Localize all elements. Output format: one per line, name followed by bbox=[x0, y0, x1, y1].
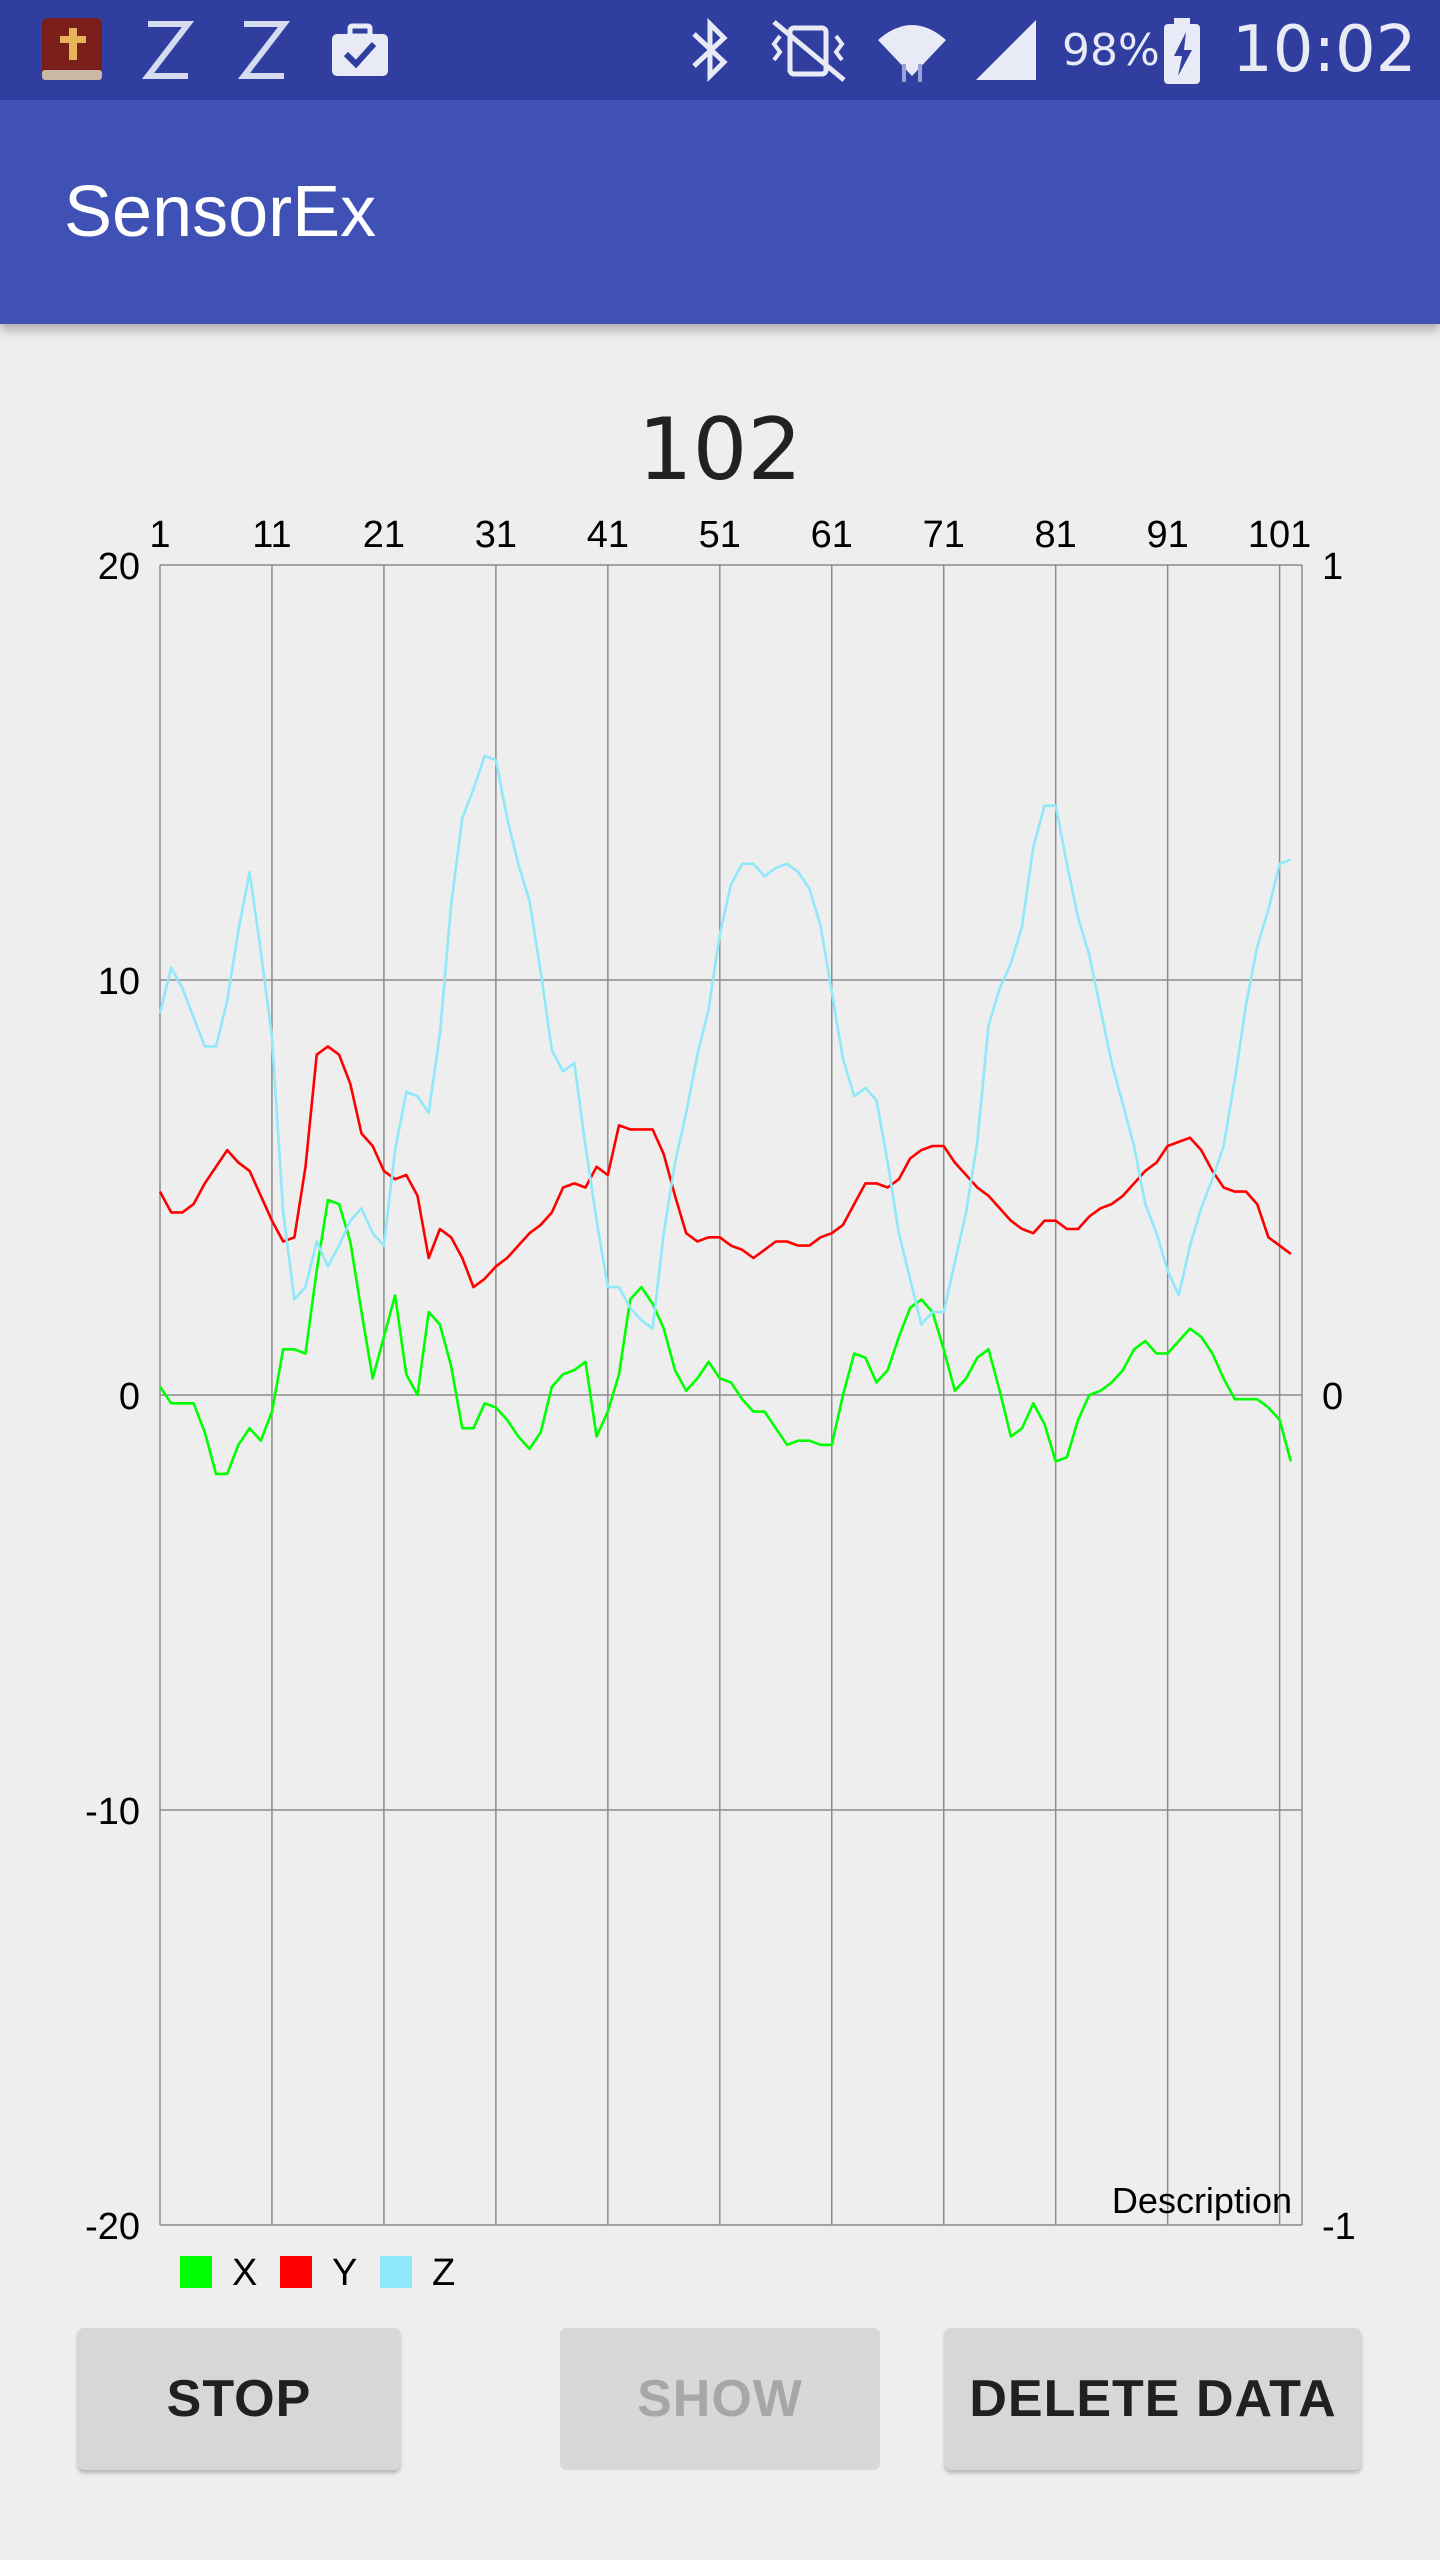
sample-counter: 102 bbox=[637, 400, 803, 500]
y-tick-label: 0 bbox=[119, 1376, 140, 1418]
x-tick-label: 41 bbox=[587, 514, 629, 556]
legend-label-z: Z bbox=[432, 2252, 455, 2294]
series-line-y bbox=[158, 1045, 1292, 1289]
sleep-z-icon bbox=[140, 14, 196, 86]
x-tick-label: 31 bbox=[475, 514, 517, 556]
x-tick-label: 1 bbox=[149, 514, 170, 556]
chart-description: Description bbox=[1112, 2180, 1292, 2221]
battery-percent: 98% bbox=[1062, 24, 1160, 76]
series-line-z bbox=[158, 754, 1292, 1330]
y-tick-label: -20 bbox=[85, 2206, 140, 2248]
legend-label-y: Y bbox=[332, 2252, 357, 2294]
right-tick-label: 1 bbox=[1322, 546, 1343, 588]
bible-app-icon bbox=[36, 14, 108, 86]
x-tick-label: 71 bbox=[923, 514, 965, 556]
legend-swatch-y bbox=[280, 2256, 312, 2288]
y-tick-label: 20 bbox=[98, 546, 140, 588]
x-tick-label: 11 bbox=[252, 514, 291, 556]
app-bar: SensorEx bbox=[0, 100, 1440, 324]
x-tick-label: 81 bbox=[1035, 514, 1077, 556]
clock: 10:02 bbox=[1232, 13, 1417, 87]
legend-swatch-x bbox=[180, 2256, 212, 2288]
right-tick-label: 0 bbox=[1322, 1376, 1343, 1418]
stop-button[interactable]: STOP bbox=[78, 2328, 400, 2470]
wifi-icon bbox=[874, 14, 950, 86]
x-tick-label: 51 bbox=[699, 514, 741, 556]
status-bar: 98% 10:02 bbox=[0, 0, 1440, 100]
show-button[interactable]: SHOW bbox=[560, 2328, 880, 2470]
x-tick-label: 61 bbox=[811, 514, 853, 556]
x-tick-label: 91 bbox=[1147, 514, 1189, 556]
x-tick-label: 101 bbox=[1248, 514, 1311, 556]
y-tick-label: 10 bbox=[98, 961, 140, 1003]
app-title: SensorEx bbox=[64, 172, 377, 252]
legend-swatch-z bbox=[380, 2256, 412, 2288]
y-tick-label: -10 bbox=[85, 1791, 140, 1833]
delete-data-button[interactable]: DELETE DATA bbox=[945, 2328, 1361, 2470]
briefcase-check-icon bbox=[328, 14, 392, 86]
right-tick-label: -1 bbox=[1322, 2206, 1356, 2248]
x-tick-label: 21 bbox=[363, 514, 405, 556]
legend-label-x: X bbox=[232, 2252, 257, 2294]
battery-charging-icon bbox=[1162, 14, 1202, 86]
sleep-z-icon bbox=[236, 14, 292, 86]
bluetooth-icon bbox=[684, 14, 736, 86]
series-line-x bbox=[158, 1198, 1293, 1476]
signal-icon bbox=[972, 14, 1040, 86]
vibrate-mute-icon bbox=[760, 14, 856, 86]
